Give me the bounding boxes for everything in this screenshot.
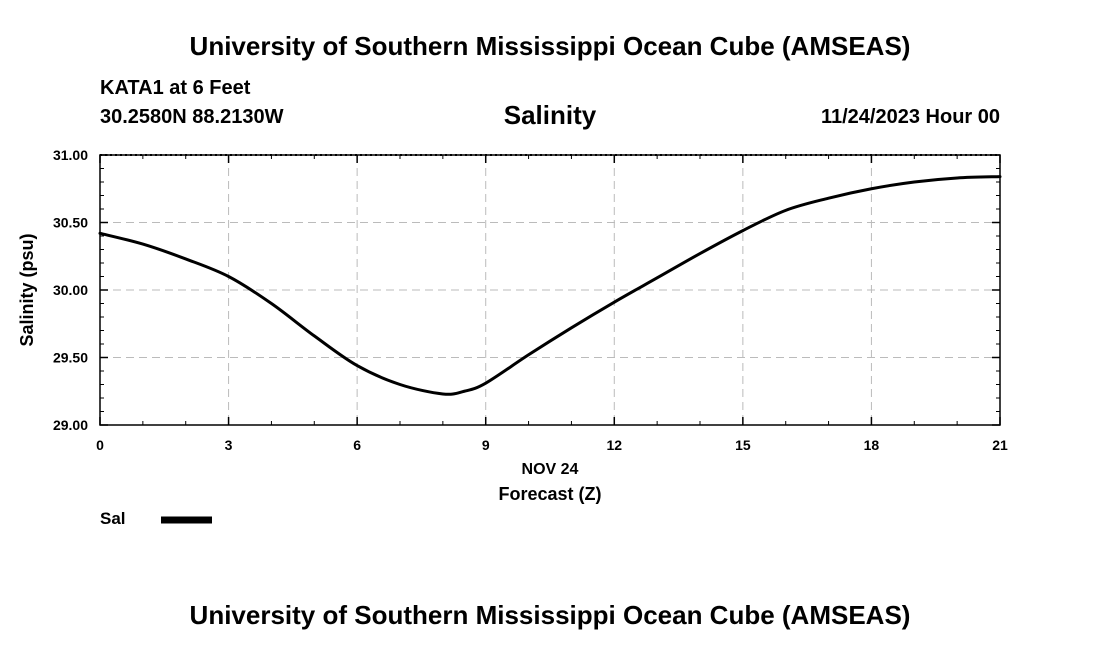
variable-title: Salinity (503, 100, 597, 130)
plot-frame (99, 154, 1001, 426)
x-tick-label: 21 (992, 437, 1008, 453)
x-tick-label: 15 (735, 437, 751, 453)
x-tick-label: 3 (225, 437, 233, 453)
y-tick-label: 29.50 (53, 350, 88, 366)
y-tick-label: 30.00 (53, 282, 88, 298)
coordinates-label: 30.2580N 88.2130W (100, 106, 284, 128)
x-tick-label: 9 (482, 437, 490, 453)
y-tick-label: 30.50 (53, 215, 88, 231)
station-label: KATA1 at 6 Feet (100, 77, 251, 99)
x-tick-label: 18 (864, 437, 880, 453)
legend-label: Sal (100, 509, 126, 528)
x-axis-date-label: NOV 24 (522, 461, 579, 478)
y-axis-label: Salinity (psu) (17, 233, 37, 346)
datetime-label: 11/24/2023 Hour 00 (820, 106, 1000, 128)
chart-title-top: University of Southern Mississippi Ocean… (189, 31, 911, 61)
series-line-sal (98, 175, 1002, 396)
x-tick-label: 0 (96, 437, 104, 453)
y-tick-label: 31.00 (53, 147, 88, 163)
chart-title-bottom: University of Southern Mississippi Ocean… (189, 600, 911, 630)
x-tick-label: 6 (353, 437, 361, 453)
y-tick-label: 29.00 (53, 417, 88, 433)
x-tick-label: 12 (606, 437, 622, 453)
x-axis-label: Forecast (Z) (498, 484, 601, 504)
